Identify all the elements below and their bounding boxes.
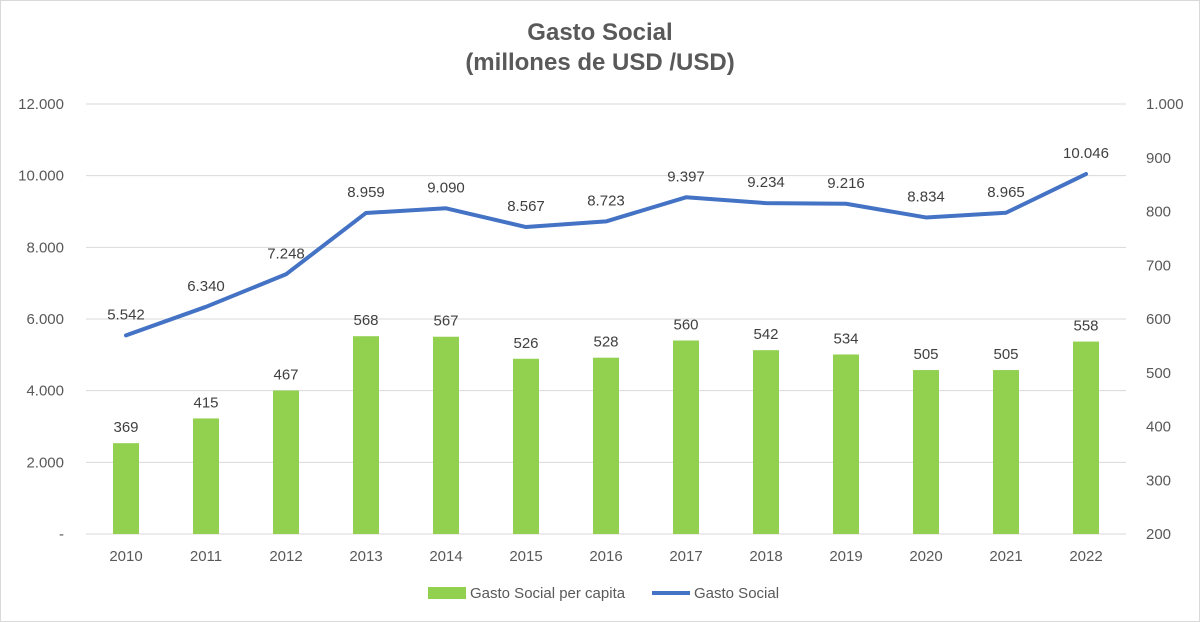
x-axis-tick-label: 2013 — [349, 548, 382, 565]
legend-swatch-bar — [428, 587, 466, 599]
right-axis-ticks: 200 300 400 500 600 700 800 900 1.000 — [1146, 96, 1184, 543]
line-data-label: 8.834 — [907, 188, 945, 205]
x-axis-ticks: 2010 2011 2012 2013 2014 2015 2016 2017 2018 2019… — [109, 548, 1102, 565]
bar-data-label: 369 — [113, 419, 138, 436]
bar — [753, 350, 779, 534]
line-data-label: 8.567 — [507, 198, 545, 215]
line-data-label: 9.234 — [747, 174, 785, 191]
right-axis-tick-label: 1.000 — [1146, 96, 1184, 113]
bar — [433, 336, 459, 534]
legend-label-line: Gasto Social — [694, 584, 780, 602]
bar-data-label: 526 — [513, 335, 538, 352]
bar-data-labels: 369 415 467 568 567 526 528 560 542 534 505 505 558 — [113, 312, 1098, 436]
bar — [673, 340, 699, 534]
bar — [1073, 341, 1099, 534]
x-axis-tick-label: 2011 — [190, 548, 222, 565]
bar — [833, 354, 859, 534]
left-axis-tick-label: 10.000 — [18, 168, 64, 185]
right-axis-tick-label: 600 — [1146, 311, 1171, 328]
bar-data-label: 528 — [593, 334, 618, 351]
right-axis-tick-label: 200 — [1146, 526, 1171, 543]
bar-data-label: 534 — [833, 330, 858, 347]
bar-data-label: 505 — [993, 346, 1018, 363]
line-data-label: 5.542 — [107, 306, 145, 323]
legend-swatch-line — [652, 591, 690, 595]
left-axis-tick-label: 6.000 — [26, 311, 64, 328]
chart-title-block: Gasto Social (millones de USD /USD) — [0, 18, 1200, 78]
x-axis-tick-label: 2021 — [989, 548, 1022, 565]
x-axis-tick-label: 2017 — [669, 548, 702, 565]
right-axis-tick-label: 800 — [1146, 204, 1171, 221]
left-axis-tick-label: - — [59, 526, 64, 543]
line-data-label: 7.248 — [267, 245, 305, 262]
legend: Gasto Social per capita Gasto Social — [0, 582, 1200, 604]
line-series — [124, 172, 1088, 338]
right-axis-tick-label: 900 — [1146, 150, 1171, 167]
line-data-label: 10.046 — [1063, 145, 1109, 162]
bar — [353, 336, 379, 534]
bar-data-label: 415 — [193, 394, 218, 411]
chart-title: Gasto Social — [527, 19, 673, 46]
bar-data-label: 560 — [673, 317, 698, 334]
x-axis-tick-label: 2016 — [589, 548, 622, 565]
bar — [993, 370, 1019, 534]
x-axis-tick-label: 2012 — [269, 548, 302, 565]
bar — [593, 357, 619, 534]
line-data-label: 9.397 — [667, 168, 705, 185]
x-axis-tick-label: 2015 — [509, 548, 542, 565]
right-axis-tick-label: 300 — [1146, 472, 1171, 489]
bar-data-label: 467 — [273, 366, 298, 383]
bar-data-label: 558 — [1073, 318, 1098, 335]
bar-data-label: 505 — [913, 346, 938, 363]
x-axis-tick-label: 2019 — [829, 548, 862, 565]
x-axis-tick-label: 2022 — [1069, 548, 1102, 565]
legend-item-line: Gasto Social — [652, 582, 779, 604]
line-data-labels: 5.542 6.340 7.248 8.959 9.090 8.567 8.723 9.397… — [107, 145, 1109, 323]
bar — [273, 390, 299, 534]
line-data-label: 9.090 — [427, 179, 465, 196]
bar-data-label: 568 — [353, 312, 378, 329]
x-axis-tick-label: 2014 — [429, 548, 462, 565]
left-axis-ticks: - 2.000 4.000 6.000 8.000 10.000 12.000 — [18, 96, 64, 543]
bar — [513, 358, 539, 534]
x-axis-tick-label: 2010 — [109, 548, 142, 565]
right-axis-tick-label: 500 — [1146, 365, 1171, 382]
left-axis-tick-label: 12.000 — [18, 96, 64, 113]
bar — [193, 418, 219, 534]
line-data-label: 8.959 — [347, 184, 385, 201]
legend-item-bars: Gasto Social per capita — [428, 582, 625, 604]
line-data-label: 8.965 — [987, 184, 1025, 201]
bar-data-label: 567 — [433, 313, 458, 330]
bar — [913, 370, 939, 534]
line-data-label: 9.216 — [827, 175, 865, 192]
chart-subtitle: (millones de USD /USD) — [465, 49, 735, 76]
left-axis-tick-label: 8.000 — [26, 239, 64, 256]
x-axis-tick-label: 2018 — [749, 548, 782, 565]
right-axis-tick-label: 700 — [1146, 257, 1171, 274]
line-data-label: 6.340 — [187, 278, 225, 295]
legend-label-bars: Gasto Social per capita — [470, 584, 626, 602]
left-axis-tick-label: 4.000 — [26, 383, 64, 400]
line-data-label: 8.723 — [587, 192, 625, 209]
left-axis-tick-label: 2.000 — [26, 454, 64, 471]
bar — [113, 443, 139, 534]
bar-series — [113, 336, 1099, 534]
x-axis-tick-label: 2020 — [909, 548, 942, 565]
right-axis-tick-label: 400 — [1146, 419, 1171, 436]
bar-data-label: 542 — [753, 326, 778, 343]
